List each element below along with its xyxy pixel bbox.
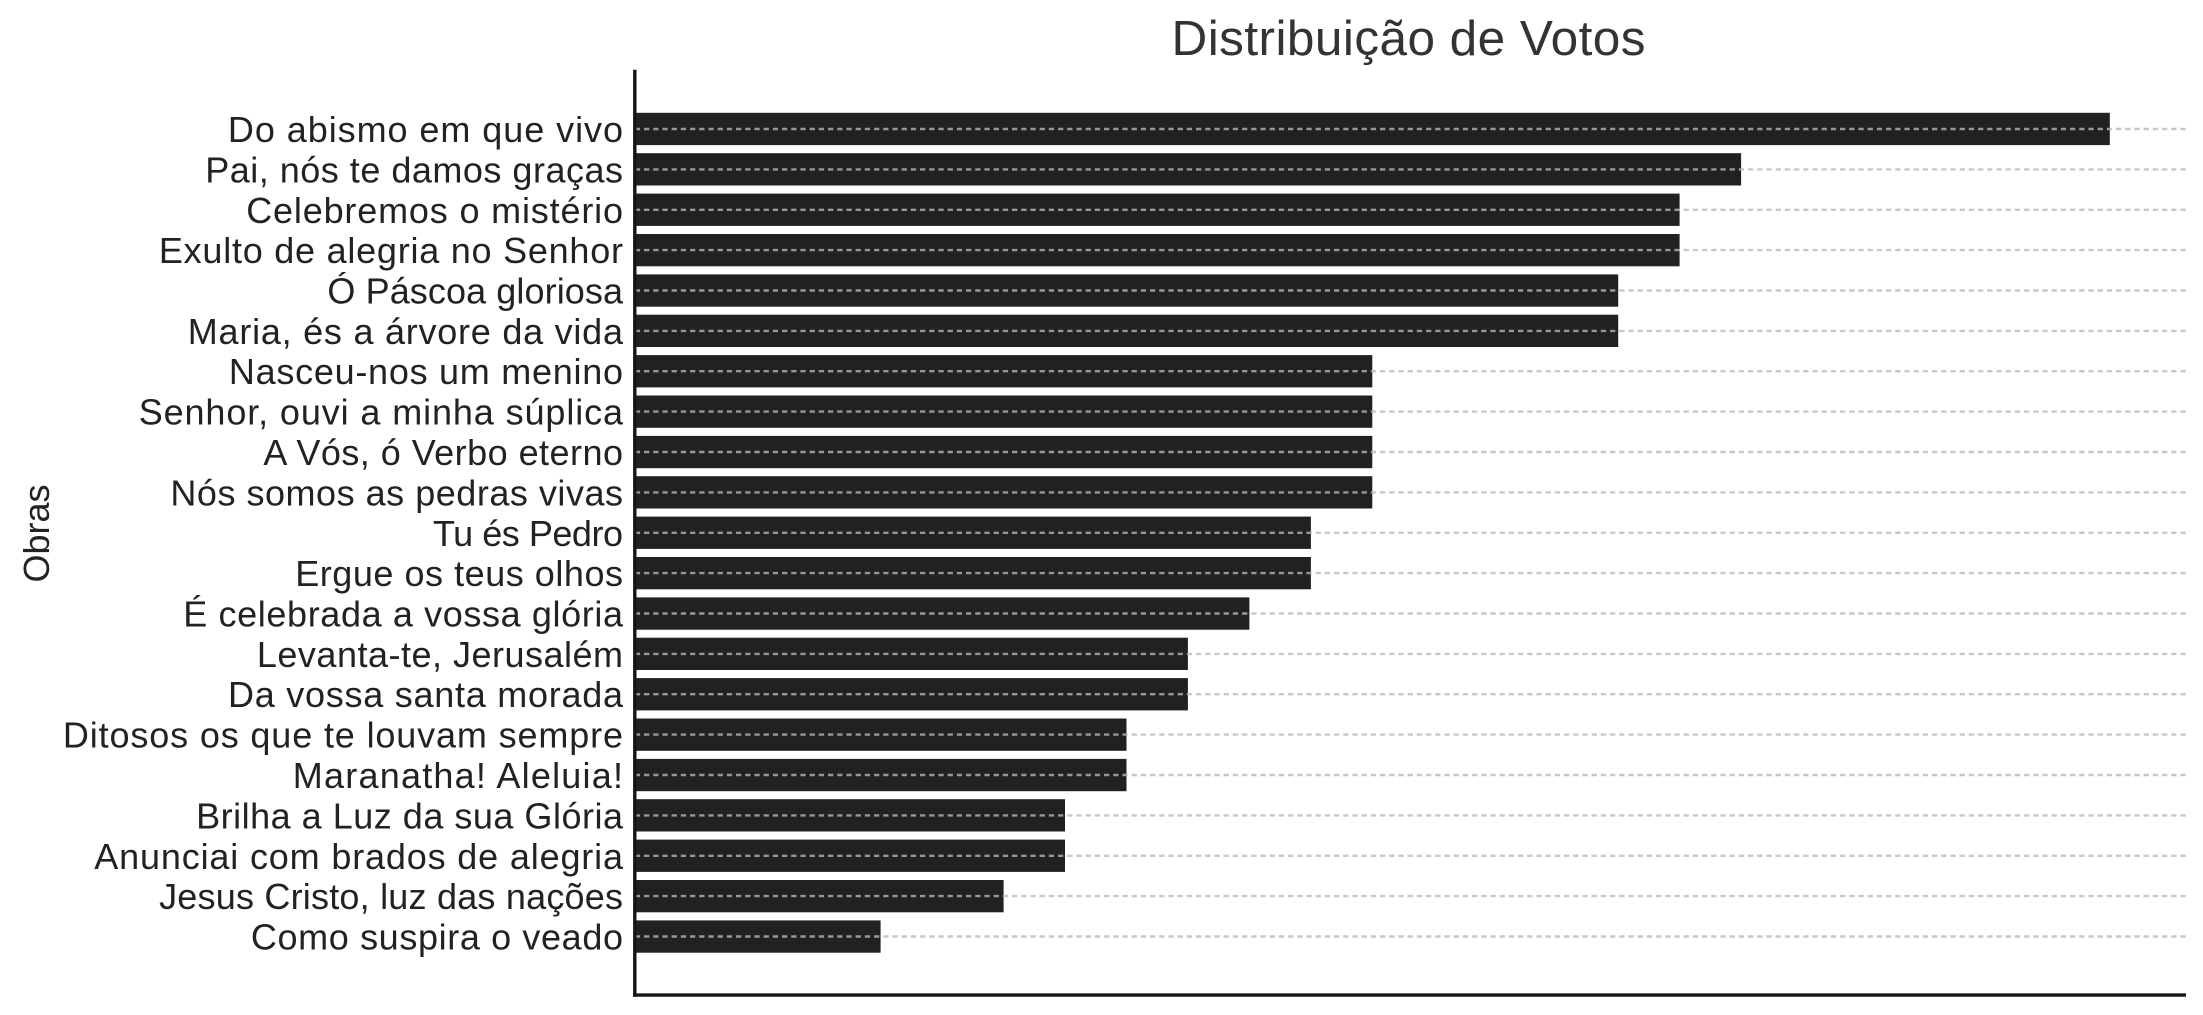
svg-text:Do abismo em que vivo: Do abismo em que vivo (228, 109, 623, 150)
svg-text:Jesus Cristo, luz das nações: Jesus Cristo, luz das nações (159, 876, 623, 917)
svg-text:Pai, nós te damos graças: Pai, nós te damos graças (205, 149, 623, 190)
svg-text:Tu és Pedro: Tu és Pedro (433, 513, 623, 554)
svg-text:Ditosos os que te louvam sempr: Ditosos os que te louvam sempre (63, 715, 623, 756)
svg-text:Exulto de alegria no Senhor: Exulto de alegria no Senhor (159, 230, 623, 271)
svg-text:Nasceu-nos um menino: Nasceu-nos um menino (229, 351, 623, 392)
svg-text:Senhor, ouvi a minha súplica: Senhor, ouvi a minha súplica (139, 392, 624, 433)
svg-text:Como suspira o veado: Como suspira o veado (251, 917, 623, 958)
svg-text:Maranatha! Aleluia!: Maranatha! Aleluia! (293, 755, 623, 796)
svg-text:É celebrada a vossa glória: É celebrada a vossa glória (183, 594, 624, 635)
svg-text:Anunciai com brados de alegria: Anunciai com brados de alegria (94, 836, 624, 877)
svg-text:Obras: Obras (16, 484, 57, 582)
svg-text:Ó Páscoa gloriosa: Ó Páscoa gloriosa (327, 271, 624, 312)
svg-text:Ergue os teus olhos: Ergue os teus olhos (295, 553, 623, 594)
svg-text:Levanta-te, Jerusalém: Levanta-te, Jerusalém (257, 634, 623, 675)
svg-text:Celebremos o mistério: Celebremos o mistério (246, 190, 623, 231)
svg-text:Da vossa santa morada: Da vossa santa morada (228, 674, 624, 715)
svg-text:Nós somos as pedras vivas: Nós somos as pedras vivas (170, 472, 623, 513)
svg-text:Maria, és a árvore da vida: Maria, és a árvore da vida (188, 311, 624, 352)
svg-text:Distribuição de Votos: Distribuição de Votos (1172, 11, 1646, 66)
svg-text:A Vós, ó Verbo eterno: A Vós, ó Verbo eterno (263, 432, 623, 473)
svg-text:Brilha a Luz da sua Glória: Brilha a Luz da sua Glória (196, 795, 624, 836)
